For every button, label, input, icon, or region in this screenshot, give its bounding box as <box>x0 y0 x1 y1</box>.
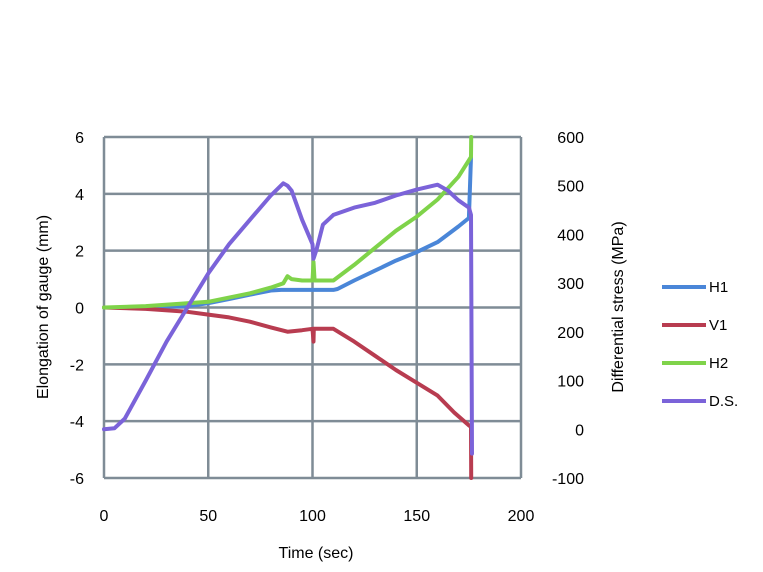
right-tick-label: 500 <box>557 179 584 196</box>
legend-item-h1: H1 <box>662 279 728 296</box>
x-tick-label: 100 <box>299 508 326 525</box>
right-tick-label: 600 <box>557 130 584 147</box>
left-tick-label: 6 <box>75 130 84 147</box>
x-tick-label: 200 <box>508 508 535 525</box>
series-lines <box>102 135 474 480</box>
left-axis-title: Elongation of gauge (mm) <box>35 215 52 399</box>
left-tick-label: 0 <box>75 301 84 318</box>
series-line-h2 <box>102 135 474 310</box>
right-tick-label: 200 <box>557 325 584 342</box>
right-tick-label: 0 <box>575 422 584 439</box>
right-tick-label: -100 <box>552 471 584 488</box>
series-line-v1 <box>102 305 474 480</box>
left-axis-ticks: -6 -4 -2 0 2 4 6 <box>70 130 84 488</box>
gridlines <box>102 135 523 480</box>
x-tick-label: 50 <box>199 508 217 525</box>
legend-label: H2 <box>709 355 728 372</box>
right-tick-label: 100 <box>557 374 584 391</box>
right-tick-label: 400 <box>557 227 584 244</box>
x-axis-ticks: 0 50 100 150 200 <box>100 508 535 525</box>
legend-item-h2: H2 <box>662 355 728 372</box>
right-axis-title: Differential stress (MPa) <box>610 221 627 392</box>
x-tick-label: 150 <box>403 508 430 525</box>
left-tick-label: -4 <box>70 414 84 431</box>
left-tick-label: 2 <box>75 244 84 261</box>
legend: H1 V1 H2 D.S. <box>662 279 738 410</box>
left-tick-label: -6 <box>70 471 84 488</box>
legend-label: D.S. <box>709 393 738 410</box>
x-tick-label: 0 <box>100 508 109 525</box>
x-axis-title: Time (sec) <box>279 545 354 562</box>
left-tick-label: -2 <box>70 357 84 374</box>
legend-label: V1 <box>709 317 727 334</box>
legend-item-ds: D.S. <box>662 393 738 410</box>
right-tick-label: 300 <box>557 276 584 293</box>
legend-item-v1: V1 <box>662 317 727 334</box>
left-tick-label: 4 <box>75 187 84 204</box>
legend-label: H1 <box>709 279 728 296</box>
right-axis-ticks: -100 0 100 200 300 400 500 600 <box>552 130 584 488</box>
series-line-ds <box>102 181 474 456</box>
